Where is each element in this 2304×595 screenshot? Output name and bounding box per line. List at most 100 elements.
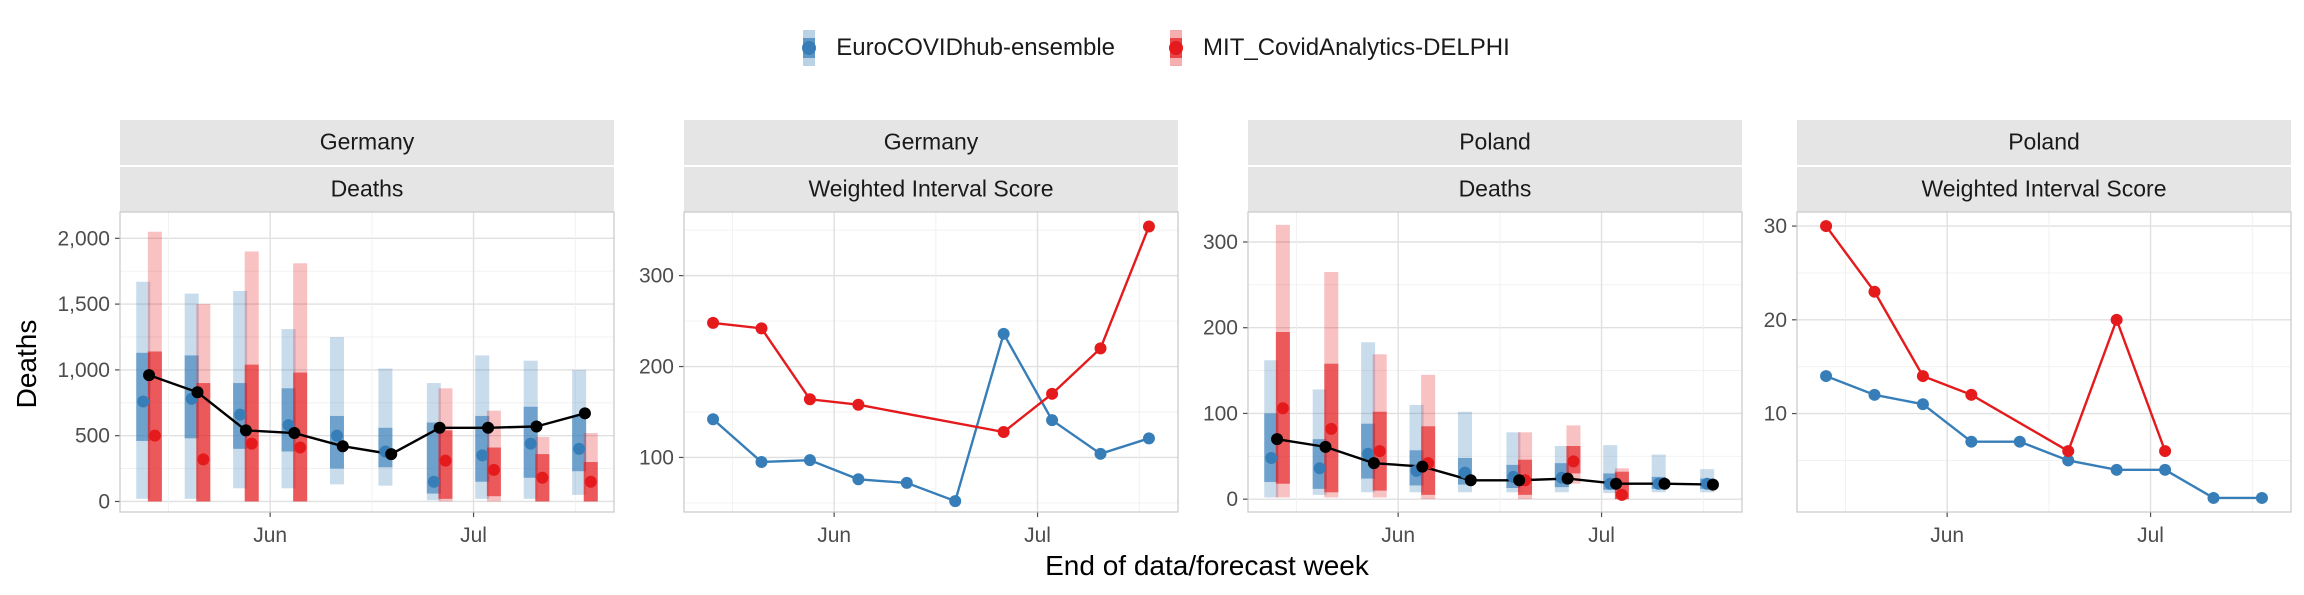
- y-tick-label: 300: [639, 265, 674, 288]
- legend: EuroCOVIDhub-ensemble MIT_CovidAnalytics…: [0, 28, 2304, 68]
- median-point-delphi: [1276, 402, 1289, 415]
- panel-2: Germany Weighted Interval Score 100 200 300 J…: [639, 120, 1179, 547]
- score-point-delphi: [755, 322, 768, 335]
- facet-label-location: Poland: [2008, 129, 2080, 155]
- facet-strip-location: [684, 120, 1178, 165]
- interval-bar-inner-delphi: [196, 383, 211, 502]
- median-point-delphi: [1615, 488, 1628, 501]
- legend-item-delphi[interactable]: MIT_CovidAnalytics-DELPHI: [1161, 28, 1510, 68]
- score-point-ensemble: [2062, 454, 2075, 467]
- score-point-ensemble: [1916, 398, 1929, 411]
- panel-1: Germany Deaths 0 500 1,000 1,500 2,000 Jun Jul: [57, 120, 615, 547]
- interval-bar-inner-delphi: [244, 364, 259, 502]
- observed-point: [239, 424, 252, 437]
- score-point-ensemble: [1142, 432, 1155, 445]
- median-point-delphi: [439, 454, 452, 467]
- y-tick-label: 0: [98, 490, 110, 513]
- score-point-ensemble: [1965, 435, 1978, 448]
- score-point-delphi: [2110, 313, 2123, 326]
- interval-bar-outer-ensemble: [378, 368, 393, 486]
- observed-point: [530, 420, 543, 433]
- score-point-ensemble: [1820, 370, 1833, 383]
- median-point-delphi: [487, 463, 500, 476]
- x-tick-label: Jun: [253, 524, 287, 547]
- x-tick-label: Jun: [1381, 524, 1415, 547]
- score-point-delphi: [852, 398, 865, 411]
- point-with-interval-icon: [1169, 30, 1184, 66]
- y-tick-label: 10: [1764, 403, 1787, 426]
- interval-bar-inner-delphi: [293, 372, 308, 502]
- score-point-delphi: [1046, 387, 1059, 400]
- median-point-ensemble: [137, 395, 150, 408]
- panel-border: [1796, 211, 2292, 513]
- score-point-ensemble: [1094, 447, 1107, 460]
- x-tick-label: Jun: [817, 524, 851, 547]
- score-point-ensemble: [852, 473, 865, 486]
- score-point-delphi: [2159, 445, 2172, 458]
- y-axis-title: Deaths: [11, 320, 42, 409]
- panel-border: [119, 211, 615, 513]
- score-point-ensemble: [707, 413, 720, 426]
- panel-3: Poland Deaths 0 100 200 300 Jun Jul: [1203, 120, 1743, 547]
- y-tick-label: 500: [75, 425, 110, 448]
- facet-label-target: Weighted Interval Score: [1921, 176, 2166, 202]
- median-point-ensemble: [1362, 447, 1375, 460]
- panel-4: Poland Weighted Interval Score 10 20 30 Jun Ju…: [1764, 120, 2292, 547]
- observed-point: [1706, 478, 1719, 491]
- x-tick-label: Jul: [460, 524, 487, 547]
- observed-point: [433, 421, 446, 434]
- score-point-ensemble: [2255, 491, 2268, 504]
- score-point-ensemble: [2110, 463, 2123, 476]
- score-line-ensemble: [712, 330, 1150, 503]
- interval-bar-inner-ensemble: [426, 422, 441, 494]
- facet-strip-location: [1797, 120, 2291, 165]
- median-point-ensemble: [1265, 452, 1278, 464]
- score-point-ensemble: [2013, 435, 2026, 448]
- score-point-delphi: [1142, 220, 1155, 233]
- facet-strip-location: [1248, 120, 1742, 165]
- x-axis-title: End of data/forecast week: [1045, 550, 1370, 581]
- observed-point: [1464, 474, 1477, 487]
- facet-label-target: Deaths: [1459, 176, 1532, 202]
- observed-point: [385, 448, 398, 461]
- observed-point: [578, 407, 591, 420]
- y-tick-label: 30: [1764, 215, 1787, 238]
- score-line-delphi: [1825, 225, 2167, 453]
- legend-item-ensemble[interactable]: EuroCOVIDhub-ensemble: [794, 28, 1115, 68]
- facet-label-target: Weighted Interval Score: [808, 176, 1053, 202]
- y-tick-label: 200: [639, 356, 674, 379]
- y-tick-label: 1,000: [57, 359, 110, 382]
- median-point-ensemble: [524, 437, 537, 450]
- x-tick-label: Jul: [1588, 524, 1615, 547]
- score-point-delphi: [997, 426, 1010, 438]
- median-point-ensemble: [476, 449, 489, 462]
- observed-point: [1561, 472, 1574, 485]
- median-point-ensemble: [573, 442, 586, 455]
- interval-bar-inner-ensemble: [1264, 413, 1279, 482]
- median-point-delphi: [584, 475, 597, 488]
- median-point-ensemble: [1313, 462, 1326, 475]
- observed-point: [1658, 477, 1671, 490]
- x-tick-label: Jul: [1024, 524, 1051, 547]
- panel-border: [683, 211, 1179, 513]
- observed-point: [1271, 433, 1284, 446]
- median-point-delphi: [1567, 455, 1580, 468]
- panel-border: [1247, 211, 1743, 513]
- score-line-ensemble: [1825, 374, 2262, 500]
- score-point-ensemble: [803, 454, 816, 467]
- median-point-delphi: [197, 453, 210, 466]
- score-point-delphi: [2062, 445, 2075, 458]
- y-tick-label: 2,000: [57, 227, 110, 250]
- median-point-delphi: [536, 471, 549, 484]
- facet-strip-target: [684, 167, 1178, 212]
- score-point-ensemble: [1868, 388, 1881, 401]
- facet-strip-target: [1797, 167, 2291, 212]
- observed-point: [1513, 474, 1526, 487]
- observed-point: [1367, 457, 1380, 470]
- y-tick-label: 300: [1203, 231, 1238, 254]
- median-point-delphi: [294, 441, 307, 454]
- score-point-ensemble: [755, 456, 768, 468]
- observed-line: [1276, 437, 1713, 486]
- score-point-ensemble: [997, 327, 1010, 340]
